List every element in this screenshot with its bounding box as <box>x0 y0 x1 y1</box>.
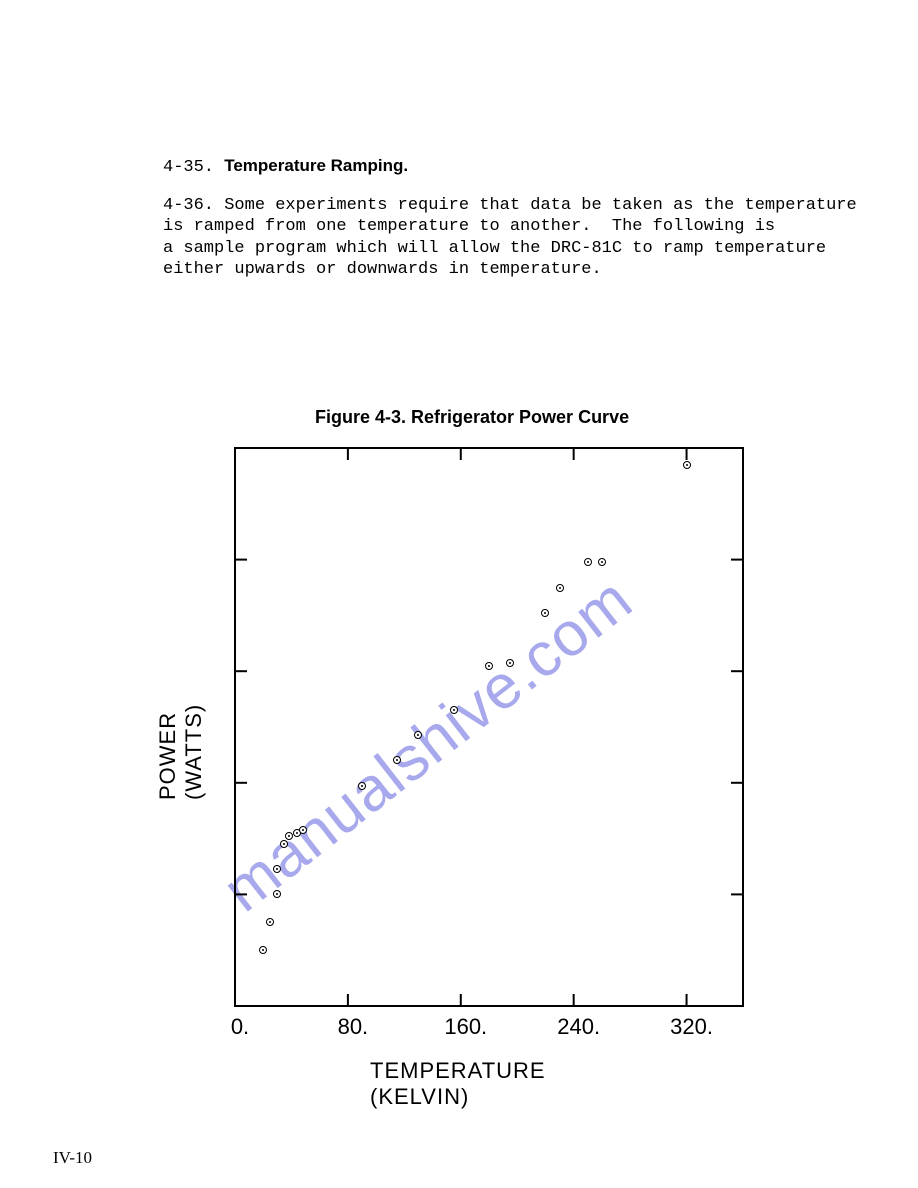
x-axis-label: TEMPERATURE (KELVIN) <box>370 1058 546 1110</box>
x-tick-label: 80. <box>328 1014 378 1040</box>
chart-svg <box>0 0 918 1188</box>
page-number: IV-10 <box>53 1148 92 1168</box>
data-point <box>556 584 564 592</box>
data-point <box>273 865 281 873</box>
x-tick-label: 240. <box>554 1014 604 1040</box>
data-point <box>598 558 606 566</box>
y-axis-label: POWER (WATTS) <box>155 704 207 800</box>
data-point <box>299 826 307 834</box>
data-point <box>683 461 691 469</box>
x-tick-label: 160. <box>441 1014 491 1040</box>
data-point <box>414 731 422 739</box>
data-point <box>506 659 514 667</box>
data-point <box>541 609 549 617</box>
x-tick-label: 0. <box>215 1014 265 1040</box>
data-point <box>584 558 592 566</box>
data-point <box>393 756 401 764</box>
x-tick-label: 320. <box>667 1014 717 1040</box>
data-point <box>450 706 458 714</box>
data-point <box>273 890 281 898</box>
data-point <box>358 782 366 790</box>
data-point <box>259 946 267 954</box>
data-point <box>485 662 493 670</box>
data-point <box>266 918 274 926</box>
data-point <box>280 840 288 848</box>
document-page: 4-35. Temperature Ramping. 4-36. Some ex… <box>0 0 918 1188</box>
data-point <box>285 832 293 840</box>
